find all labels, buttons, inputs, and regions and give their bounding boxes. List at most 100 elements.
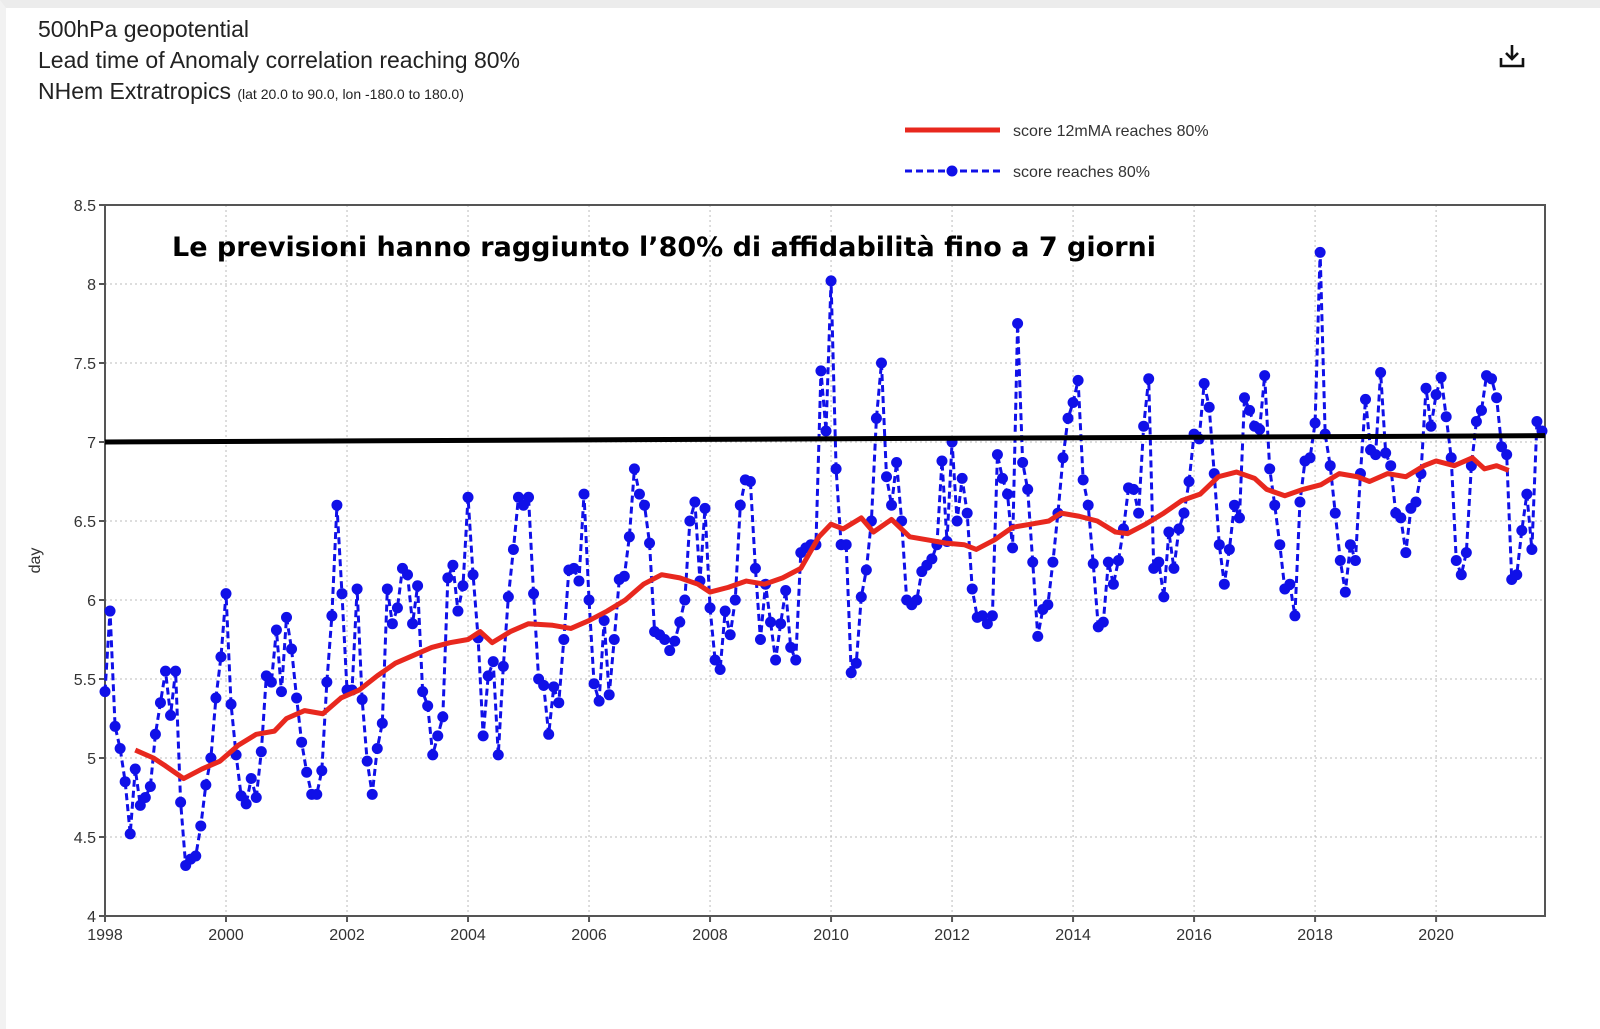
data-point xyxy=(770,654,782,666)
data-point xyxy=(210,692,222,704)
data-point xyxy=(850,657,862,669)
data-point xyxy=(1032,630,1044,642)
data-point xyxy=(286,643,298,655)
data-point xyxy=(790,654,802,666)
data-point xyxy=(528,588,540,600)
data-point xyxy=(1349,555,1361,566)
data-point xyxy=(1082,499,1094,511)
data-point xyxy=(724,629,736,641)
data-point xyxy=(699,502,711,514)
data-point xyxy=(457,580,469,592)
y-tick-label: 4 xyxy=(87,909,96,926)
data-point xyxy=(245,773,257,785)
title-line-3: NHem Extratropics (lat 20.0 to 90.0, lon… xyxy=(38,76,520,110)
data-point xyxy=(467,569,479,581)
data-point xyxy=(1501,449,1513,461)
data-point xyxy=(891,457,903,469)
data-point xyxy=(1521,488,1533,500)
data-point xyxy=(1425,420,1437,432)
data-point xyxy=(1138,420,1150,432)
data-point xyxy=(825,275,837,287)
data-point xyxy=(512,491,524,503)
data-point xyxy=(749,562,761,574)
annotation-text: Le previsioni hanno raggiunto l’80% di a… xyxy=(172,232,1156,263)
data-point xyxy=(1511,569,1523,581)
data-point xyxy=(154,697,166,709)
data-point xyxy=(482,670,494,682)
data-point xyxy=(134,799,146,811)
data-point xyxy=(926,553,938,565)
data-point xyxy=(270,624,282,636)
data-point xyxy=(1022,483,1034,495)
data-point xyxy=(281,611,293,623)
data-point xyxy=(976,610,988,622)
data-point xyxy=(149,728,161,740)
data-point xyxy=(1218,578,1230,590)
data-point xyxy=(235,790,247,802)
data-point xyxy=(1183,476,1195,487)
reference-line-7-days xyxy=(104,433,1546,445)
y-tick-label: 7 xyxy=(87,435,96,452)
download-icon xyxy=(1499,45,1525,68)
data-point xyxy=(936,455,948,467)
x-tick-label: 2010 xyxy=(813,927,849,944)
data-point xyxy=(326,610,338,622)
data-point xyxy=(1440,411,1452,423)
data-point xyxy=(679,594,691,606)
legend-label-score: score reaches 80% xyxy=(1013,164,1150,181)
data-point xyxy=(981,618,993,630)
data-point xyxy=(714,664,726,676)
data-point xyxy=(412,580,424,592)
data-point xyxy=(538,679,550,691)
data-point xyxy=(633,488,645,500)
data-point xyxy=(886,499,898,511)
data-point xyxy=(1198,378,1210,390)
data-point xyxy=(1385,460,1397,472)
data-point xyxy=(644,537,656,549)
data-point xyxy=(638,499,650,511)
data-point xyxy=(462,491,474,503)
data-point xyxy=(351,583,363,595)
data-point xyxy=(875,357,887,369)
data-point xyxy=(1254,423,1266,435)
data-point xyxy=(1486,373,1498,385)
data-point xyxy=(709,654,721,666)
data-point xyxy=(376,717,388,729)
legend-marker-score xyxy=(946,165,958,177)
data-point xyxy=(240,798,252,810)
download-button[interactable] xyxy=(1496,40,1528,72)
data-point xyxy=(1097,616,1109,628)
x-tick-label: 2000 xyxy=(208,927,244,944)
data-point xyxy=(255,746,267,758)
data-point xyxy=(734,499,746,511)
data-point xyxy=(1042,599,1054,611)
data-point xyxy=(1173,523,1185,535)
y-tick-label: 4.5 xyxy=(74,830,96,847)
data-point xyxy=(487,656,499,668)
data-point xyxy=(669,635,681,647)
data-point xyxy=(623,531,635,543)
data-point xyxy=(956,472,968,484)
y-tick-label: 6 xyxy=(87,593,96,610)
data-point xyxy=(170,665,182,677)
data-point xyxy=(311,788,323,800)
data-point xyxy=(588,678,600,690)
x-tick-label: 2020 xyxy=(1418,927,1454,944)
data-point xyxy=(1259,370,1271,382)
data-point xyxy=(1460,547,1472,559)
data-point xyxy=(996,472,1008,484)
data-point xyxy=(220,588,232,600)
data-point xyxy=(190,850,202,862)
x-tick-label: 2012 xyxy=(934,927,970,944)
series-12mma-line xyxy=(134,455,1510,782)
data-point xyxy=(1233,512,1245,524)
data-point xyxy=(1465,460,1477,472)
data-point xyxy=(674,616,686,628)
data-point xyxy=(165,709,177,721)
data-point xyxy=(371,743,383,755)
x-tick-label: 2004 xyxy=(450,927,486,944)
data-point xyxy=(1284,578,1296,590)
data-point xyxy=(1057,452,1069,464)
data-point xyxy=(1370,449,1382,461)
